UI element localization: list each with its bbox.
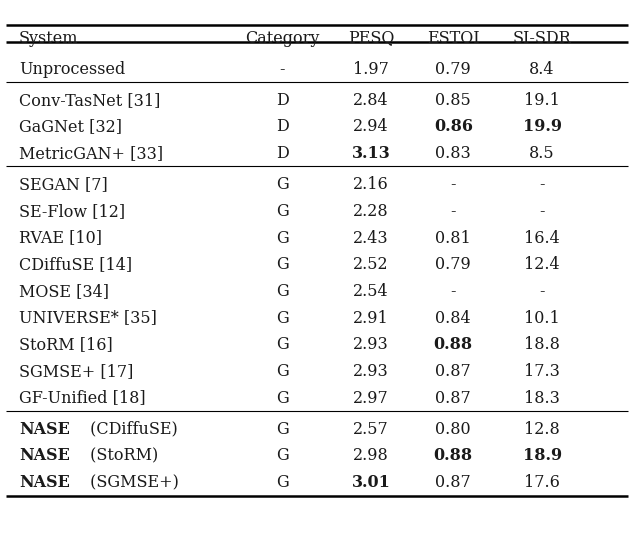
Text: 0.81: 0.81 — [436, 229, 471, 246]
Text: 2.94: 2.94 — [353, 118, 389, 135]
Text: RVAE [10]: RVAE [10] — [19, 229, 102, 246]
Text: 0.80: 0.80 — [436, 421, 471, 438]
Text: 0.83: 0.83 — [436, 145, 471, 162]
Text: -: - — [540, 283, 545, 300]
Text: 10.1: 10.1 — [524, 310, 560, 327]
Text: D: D — [276, 145, 288, 162]
Text: D: D — [276, 92, 288, 109]
Text: Unprocessed: Unprocessed — [19, 60, 126, 78]
Text: NASE: NASE — [19, 421, 70, 438]
Text: 12.4: 12.4 — [524, 256, 560, 273]
Text: 2.57: 2.57 — [353, 421, 389, 438]
Text: (CDiffuSE): (CDiffuSE) — [85, 421, 178, 438]
Text: NASE: NASE — [19, 447, 70, 464]
Text: System: System — [19, 30, 79, 47]
Text: StoRM [16]: StoRM [16] — [19, 336, 113, 353]
Text: 17.3: 17.3 — [524, 363, 560, 380]
Text: 3.13: 3.13 — [351, 145, 391, 162]
Text: 2.52: 2.52 — [353, 256, 389, 273]
Text: G: G — [276, 256, 288, 273]
Text: MetricGAN+ [33]: MetricGAN+ [33] — [19, 145, 163, 162]
Text: 0.87: 0.87 — [436, 474, 471, 491]
Text: 2.93: 2.93 — [353, 363, 389, 380]
Text: 2.93: 2.93 — [353, 336, 389, 353]
Text: 0.79: 0.79 — [436, 60, 471, 78]
Text: 2.91: 2.91 — [353, 310, 389, 327]
Text: 1.97: 1.97 — [353, 60, 389, 78]
Text: NASE: NASE — [19, 474, 70, 491]
Text: 18.3: 18.3 — [524, 389, 560, 406]
Text: (StoRM): (StoRM) — [85, 447, 158, 464]
Text: 0.88: 0.88 — [434, 447, 473, 464]
Text: -: - — [540, 203, 545, 220]
Text: G: G — [276, 283, 288, 300]
Text: 3.01: 3.01 — [351, 474, 391, 491]
Text: 2.97: 2.97 — [353, 389, 389, 406]
Text: 16.4: 16.4 — [524, 229, 560, 246]
Text: 2.54: 2.54 — [353, 283, 389, 300]
Text: 0.87: 0.87 — [436, 363, 471, 380]
Text: 18.9: 18.9 — [522, 447, 562, 464]
Text: 0.79: 0.79 — [436, 256, 471, 273]
Text: 0.87: 0.87 — [436, 389, 471, 406]
Text: SEGAN [7]: SEGAN [7] — [19, 176, 108, 193]
Text: 18.8: 18.8 — [524, 336, 560, 353]
Text: 19.9: 19.9 — [522, 118, 562, 135]
Text: UNIVERSE* [35]: UNIVERSE* [35] — [19, 310, 157, 327]
Text: GaGNet [32]: GaGNet [32] — [19, 118, 122, 135]
Text: G: G — [276, 447, 288, 464]
Text: G: G — [276, 389, 288, 406]
Text: 2.84: 2.84 — [353, 92, 389, 109]
Text: MOSE [34]: MOSE [34] — [19, 283, 109, 300]
Text: 17.6: 17.6 — [524, 474, 560, 491]
Text: 8.5: 8.5 — [529, 145, 555, 162]
Text: 0.86: 0.86 — [434, 118, 473, 135]
Text: G: G — [276, 474, 288, 491]
Text: G: G — [276, 176, 288, 193]
Text: Conv-TasNet [31]: Conv-TasNet [31] — [19, 92, 160, 109]
Text: 2.43: 2.43 — [353, 229, 389, 246]
Text: 0.84: 0.84 — [436, 310, 471, 327]
Text: 2.16: 2.16 — [353, 176, 389, 193]
Text: -: - — [540, 176, 545, 193]
Text: 19.1: 19.1 — [524, 92, 560, 109]
Text: SE-Flow [12]: SE-Flow [12] — [19, 203, 125, 220]
Text: Category: Category — [245, 30, 320, 47]
Text: -: - — [451, 203, 456, 220]
Text: PESQ: PESQ — [347, 30, 394, 47]
Text: G: G — [276, 421, 288, 438]
Text: G: G — [276, 310, 288, 327]
Text: G: G — [276, 363, 288, 380]
Text: 2.98: 2.98 — [353, 447, 389, 464]
Text: 12.8: 12.8 — [524, 421, 560, 438]
Text: -: - — [280, 60, 285, 78]
Text: (SGMSE+): (SGMSE+) — [85, 474, 179, 491]
Text: G: G — [276, 336, 288, 353]
Text: -: - — [451, 176, 456, 193]
Text: GF-Unified [18]: GF-Unified [18] — [19, 389, 146, 406]
Text: G: G — [276, 229, 288, 246]
Text: 0.85: 0.85 — [436, 92, 471, 109]
Text: SGMSE+ [17]: SGMSE+ [17] — [19, 363, 133, 380]
Text: G: G — [276, 203, 288, 220]
Text: -: - — [451, 283, 456, 300]
Text: CDiffuSE [14]: CDiffuSE [14] — [19, 256, 132, 273]
Text: D: D — [276, 118, 288, 135]
Text: 2.28: 2.28 — [353, 203, 389, 220]
Text: ESTOI: ESTOI — [427, 30, 480, 47]
Text: 0.88: 0.88 — [434, 336, 473, 353]
Text: 8.4: 8.4 — [529, 60, 555, 78]
Text: SI-SDR: SI-SDR — [513, 30, 571, 47]
